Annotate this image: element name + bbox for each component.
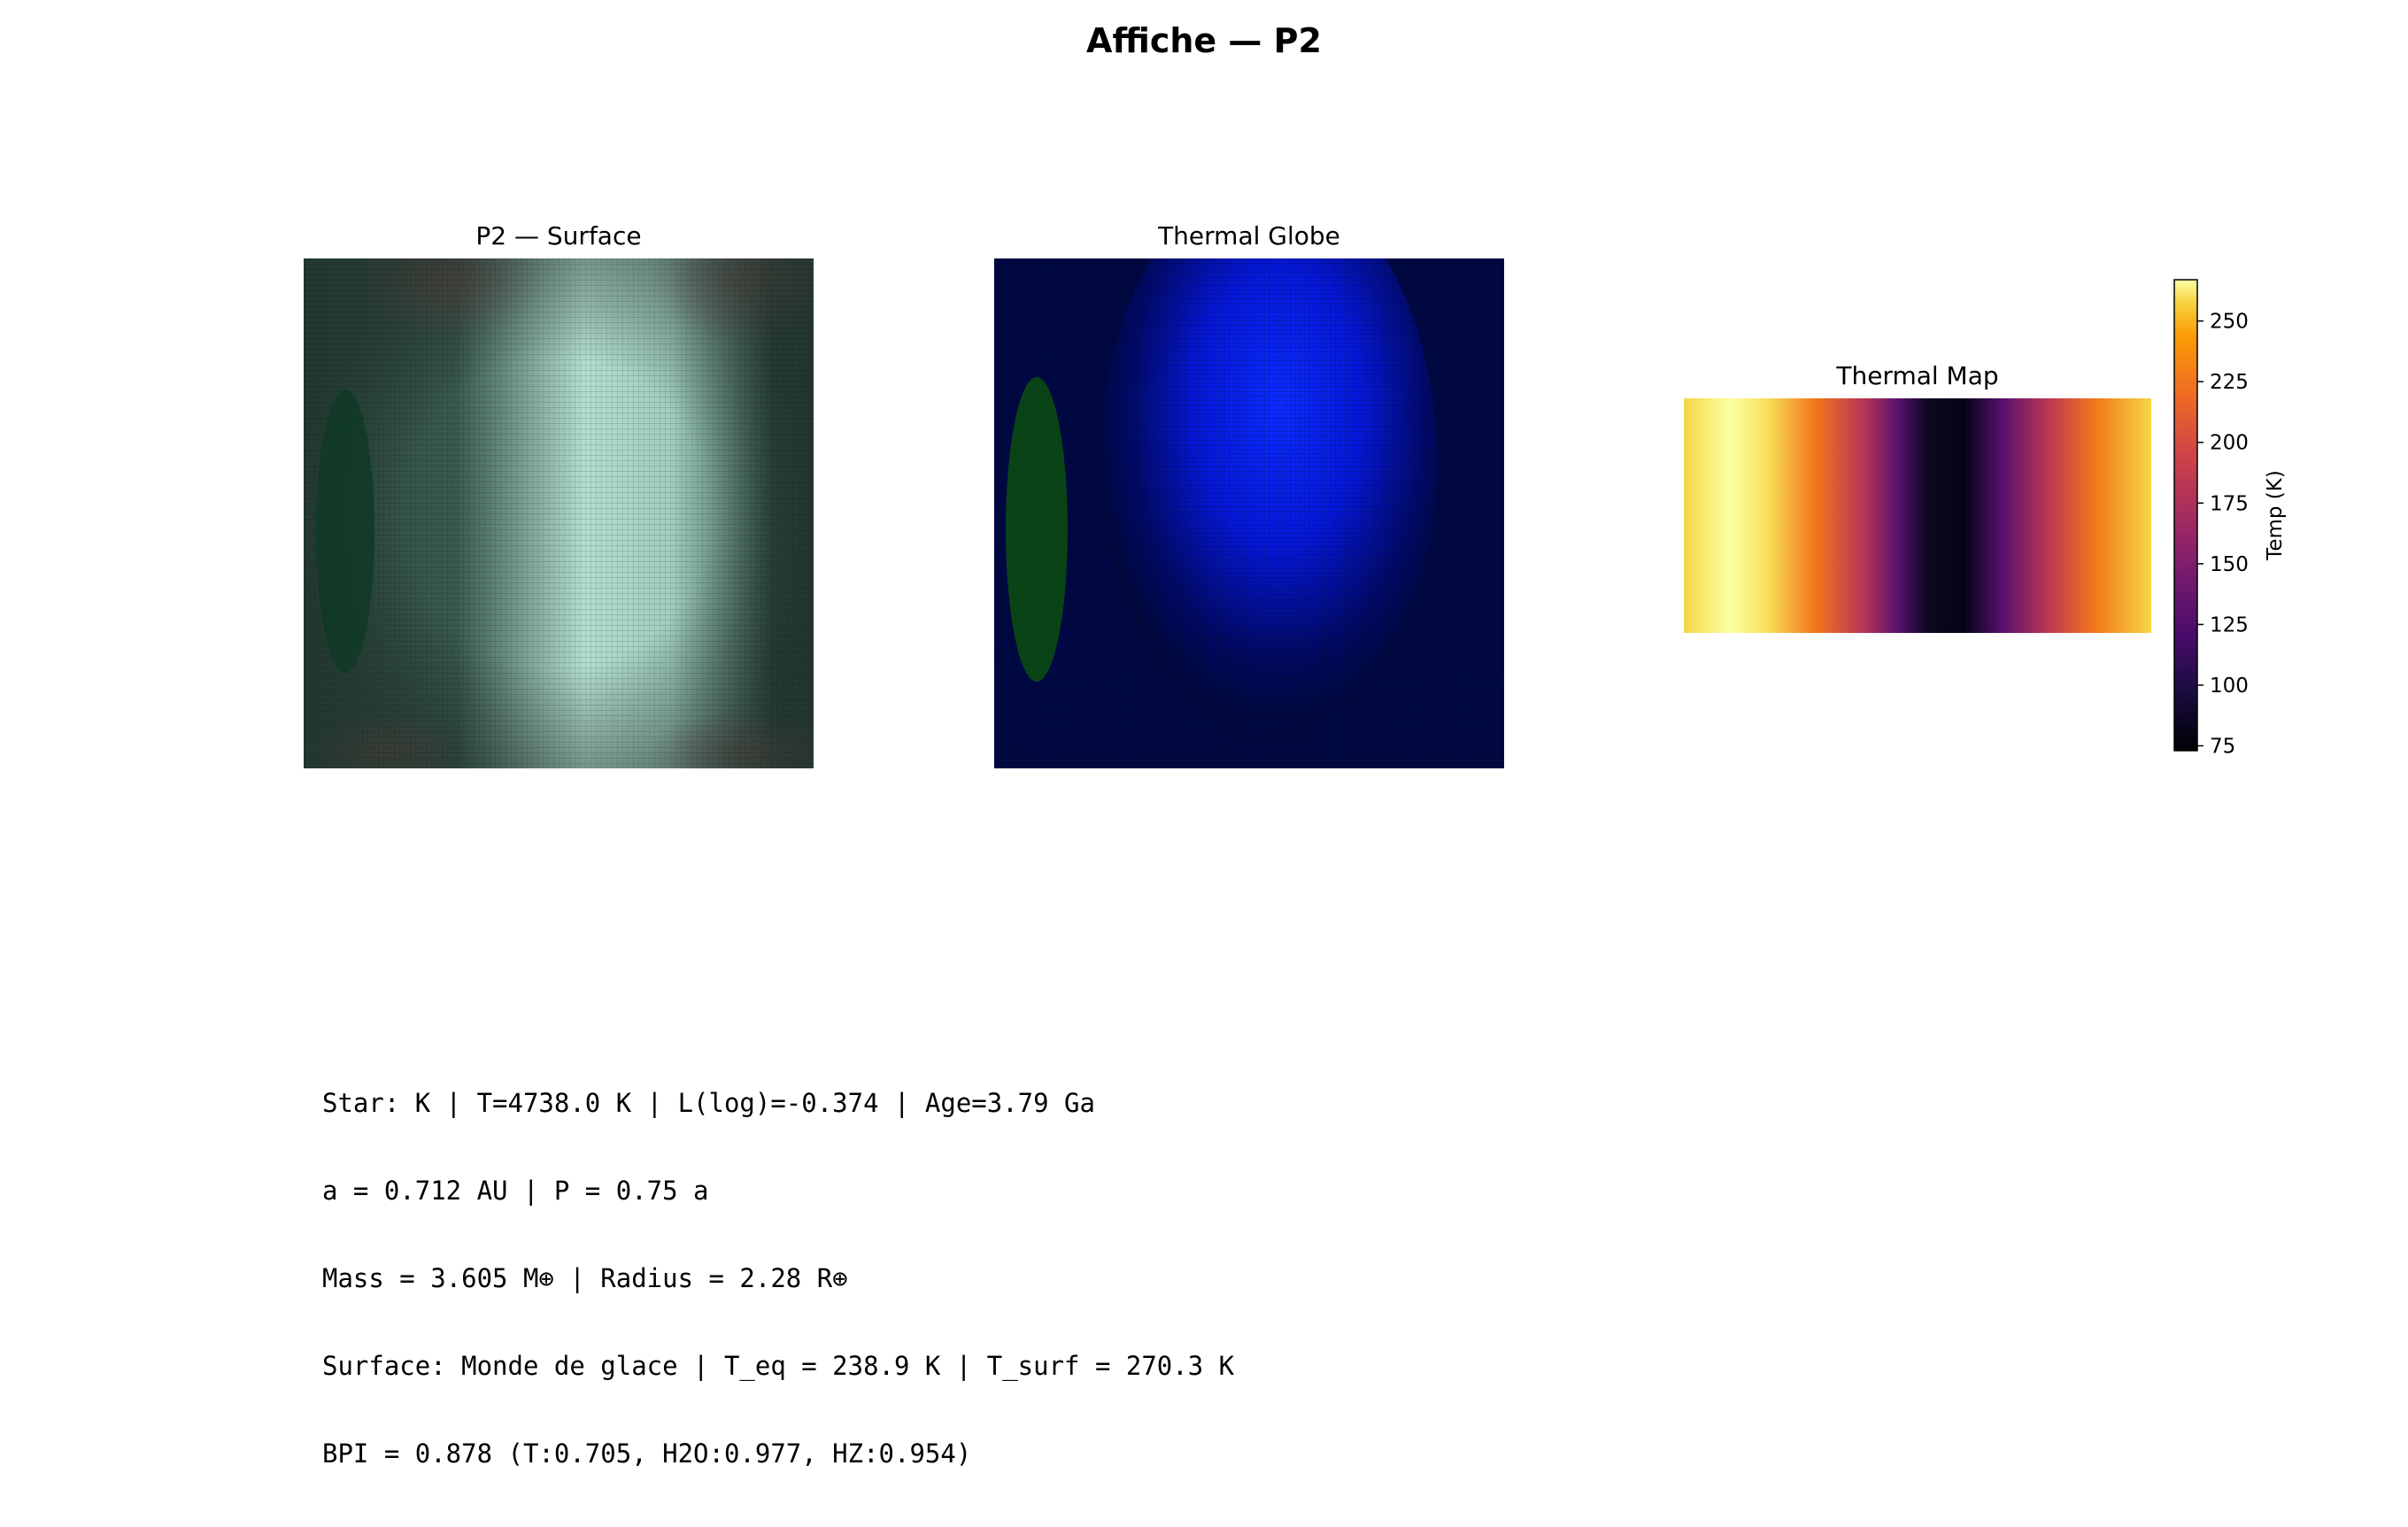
colorbar-tick-label: 175: [2210, 492, 2249, 515]
surface-image: [304, 258, 814, 768]
thermal-map-title: Thermal Map: [1836, 361, 1999, 390]
colorbar-tick-label: 100: [2210, 675, 2249, 698]
page-title: Affiche — P2: [1086, 21, 1322, 60]
colorbar-tick-label: 250: [2210, 311, 2249, 334]
colorbar-tick-label: 200: [2210, 432, 2249, 455]
colorbar-tick-label: 225: [2210, 371, 2249, 394]
colorbar-tick-label: 125: [2210, 613, 2249, 636]
globe-ocean-patch: [1006, 377, 1068, 682]
info-line-star: Star: K | T=4738.0 K | L(log)=-0.374 | A…: [322, 1088, 1095, 1118]
planet-info: Star: K | T=4738.0 K | L(log)=-0.374 | A…: [322, 1030, 1234, 1527]
colorbar-tick-label: 150: [2210, 553, 2249, 576]
surface-panel-title: P2 — Surface: [475, 221, 642, 251]
info-line-bpi: BPI = 0.878 (T:0.705, H2O:0.977, HZ:0.95…: [322, 1438, 972, 1469]
info-line-mass-radius: Mass = 3.605 M⊕ | Radius = 2.28 R⊕: [322, 1263, 848, 1293]
info-line-orbit: a = 0.712 AU | P = 0.75 a: [322, 1176, 709, 1206]
thermal-map-image: [1684, 398, 2151, 633]
surface-ocean-patch: [316, 389, 374, 673]
thermal-globe-image: [994, 258, 1504, 768]
info-line-surface: Surface: Monde de glace | T_eq = 238.9 K…: [322, 1351, 1235, 1381]
thermal-globe-title: Thermal Globe: [1158, 221, 1340, 251]
colorbar-tick-label: 75: [2210, 736, 2235, 759]
colorbar: 75 100 125 150 175 200 225 250 Temp (K): [2173, 279, 2287, 759]
colorbar-label: Temp (K): [2264, 470, 2287, 561]
colorbar-gradient: [2173, 279, 2198, 752]
